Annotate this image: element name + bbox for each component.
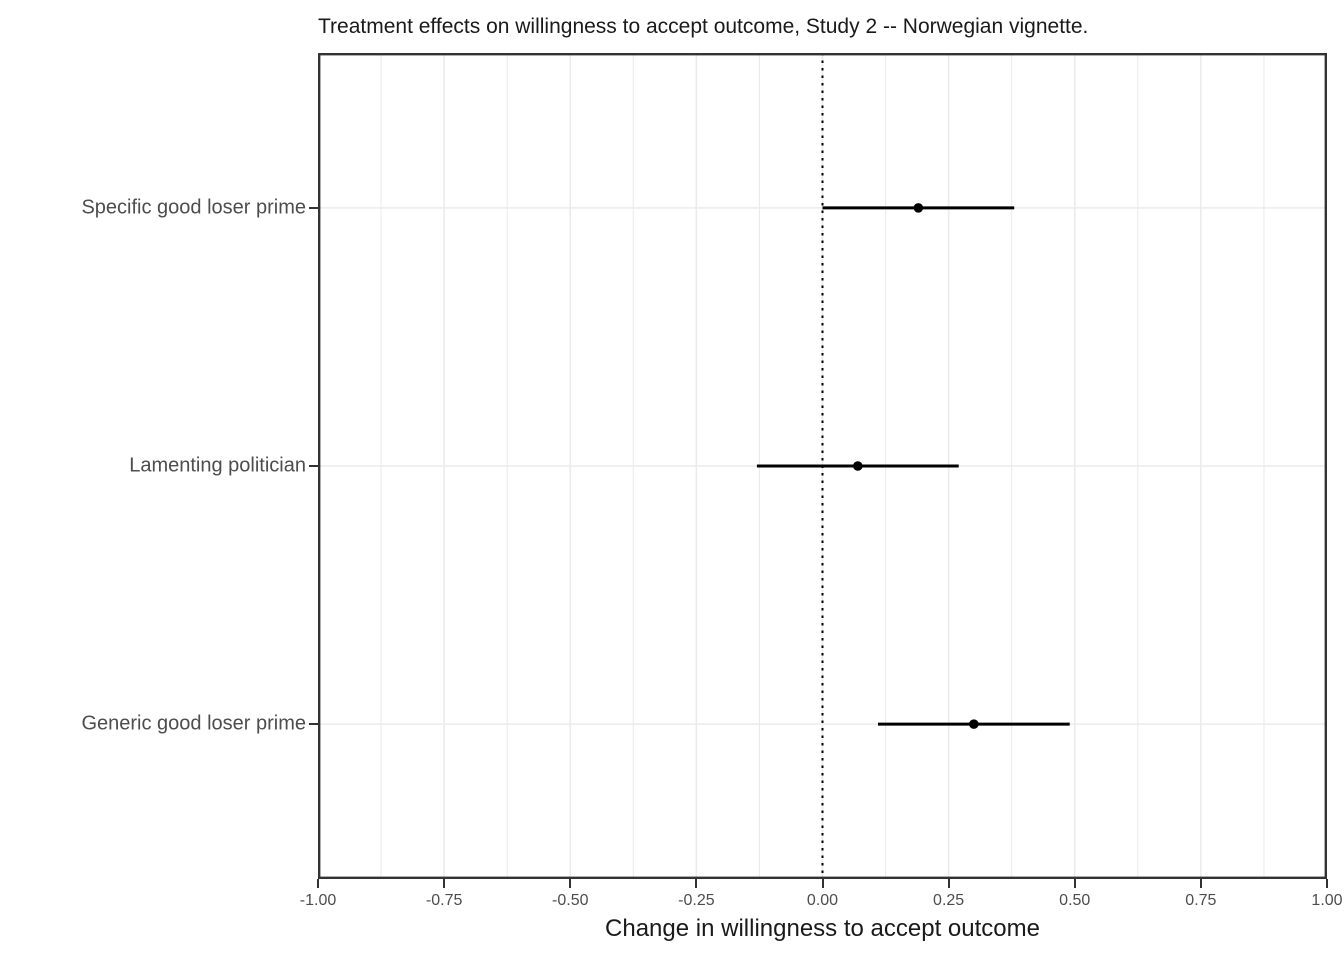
x-tick-label: -0.25 [678,892,715,909]
y-axis-label: Generic good loser prime [81,712,306,735]
y-axis-label: Lamenting politician [129,454,306,477]
x-axis-tick [1073,879,1076,888]
x-axis-tick [443,879,446,888]
x-axis-tick [1199,879,1202,888]
x-tick-label: 0.75 [1185,892,1217,909]
y-axis-label: Specific good loser prime [81,196,306,219]
x-tick-label: 0.25 [933,892,965,909]
x-axis-tick [695,879,698,888]
y-axis-tick [309,723,318,726]
x-tick-label: 1.00 [1311,892,1343,909]
x-axis-title: Change in willingness to accept outcome [605,915,1040,942]
point-estimate [913,203,924,213]
plot-canvas [318,53,1327,879]
x-tick-label: -0.75 [425,892,463,909]
point-estimate [853,461,863,471]
plot-panel [318,53,1327,879]
x-tick-label: -0.50 [552,892,589,909]
x-tick-label: 0.00 [806,892,839,909]
panel-border [318,53,1327,879]
x-axis-tick [317,879,319,888]
point-estimate [969,719,979,729]
x-axis-tick [821,879,824,888]
x-tick-label: 0.50 [1059,892,1091,909]
y-axis-tick [309,465,318,467]
x-axis-tick [947,879,950,888]
chart-title: Treatment effects on willingness to acce… [318,15,1089,38]
x-tick-label: -1.00 [299,892,337,909]
x-axis-tick [1326,879,1328,888]
x-axis-tick [569,879,572,888]
y-axis-tick [309,206,318,209]
